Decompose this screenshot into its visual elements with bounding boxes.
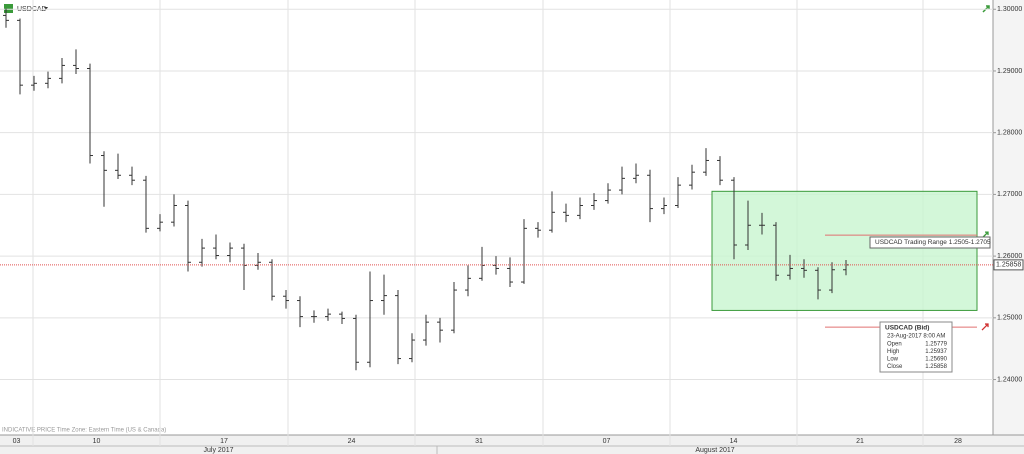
y-tick-label: 1.29000 [997, 68, 1022, 75]
tooltip-row-label: High [887, 349, 899, 355]
month-label: July 2017 [204, 447, 234, 454]
tooltip-row-label: Low [887, 357, 899, 363]
footer: INDICATIVE PRICE Time Zone: Eastern Time… [2, 428, 166, 434]
y-tick-label: 1.25000 [997, 315, 1022, 322]
tooltip-row-label: Open [887, 342, 902, 348]
annotation-box [869, 236, 991, 249]
trading-range-zone [711, 190, 978, 311]
tooltip-title: USDCAD (Bid) [885, 325, 929, 332]
symbol-icon[interactable] [4, 4, 13, 13]
x-tick-label: 24 [348, 438, 356, 445]
x-tick-label: 07 [603, 438, 611, 445]
y-tick-label: 1.30000 [997, 6, 1022, 13]
tooltip-row-label: Close [887, 364, 903, 370]
y-axis-strip [993, 0, 1024, 454]
tooltip-box [879, 321, 953, 373]
symbol-dropdown[interactable] [44, 7, 48, 10]
x-tick-label: 10 [93, 438, 101, 445]
y-tick-label: 1.27000 [997, 191, 1022, 198]
x-tick-label: 03 [13, 438, 21, 445]
tooltip-date: 23-Aug-2017 8:00 AM [887, 334, 945, 340]
x-axis-strip [0, 435, 1024, 454]
alert-icon[interactable] [981, 323, 989, 331]
tooltip-row-value: 1.25690 [925, 357, 947, 363]
month-label: August 2017 [695, 447, 734, 454]
x-tick-label: 28 [954, 438, 962, 445]
last-price-box [993, 259, 1024, 271]
x-tick-label: 14 [730, 438, 738, 445]
tooltip-row-value: 1.25779 [925, 342, 947, 348]
tooltip-row-value: 1.25858 [925, 364, 947, 370]
x-tick-label: 21 [856, 438, 864, 445]
annotation: USDCAD Trading Range 1.2505-1.2705 [875, 239, 991, 246]
x-tick-label: 17 [220, 438, 228, 445]
last-price-label: 1.25858 [996, 262, 1021, 269]
y-tick-label: 1.26000 [997, 253, 1022, 260]
y-tick-label: 1.28000 [997, 130, 1022, 137]
x-tick-label: 31 [475, 438, 483, 445]
y-tick-label: 1.24000 [997, 376, 1022, 383]
tooltip-row-value: 1.25937 [925, 349, 947, 355]
